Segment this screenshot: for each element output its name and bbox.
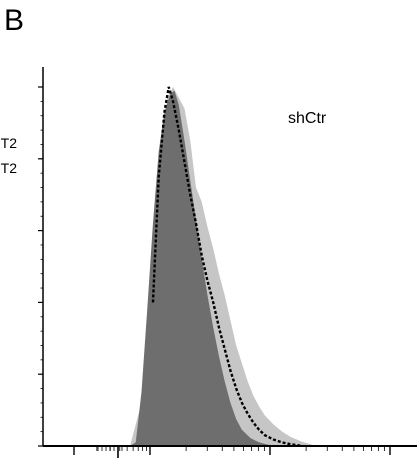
legend-fragment-1: T2	[0, 135, 17, 151]
series-line-dashed	[151, 86, 303, 448]
sample-label: shCtr	[288, 110, 327, 127]
panel-label: B	[4, 4, 25, 37]
series-area-dark	[130, 90, 280, 446]
legend-fragment-2: T2	[0, 160, 17, 176]
